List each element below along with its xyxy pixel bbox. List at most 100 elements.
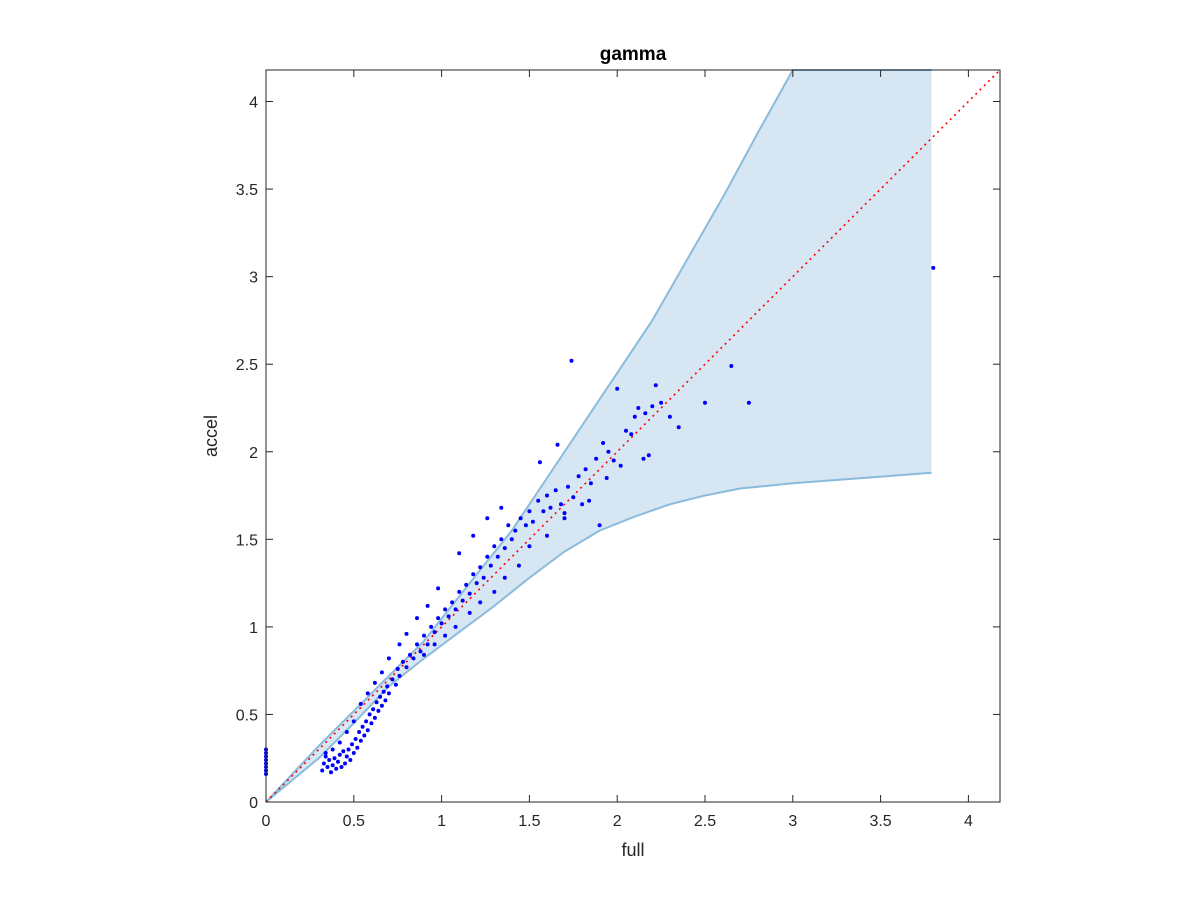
data-point	[583, 467, 588, 472]
data-point	[471, 572, 476, 577]
data-point	[362, 733, 367, 738]
data-point	[386, 691, 391, 696]
data-point	[383, 698, 388, 703]
y-tick-label: 0	[249, 795, 258, 812]
data-point	[351, 719, 356, 724]
data-point	[337, 752, 342, 757]
axis-ticks: 0 0.5 1 1.5 2 2.5 3 3.5 4 0 0.5 1 1.5 2 2.5 3 3.5 4	[236, 70, 1000, 830]
data-point	[703, 400, 707, 405]
data-point	[559, 502, 563, 507]
data-point	[641, 456, 646, 461]
y-tick-label: 1.5	[236, 532, 258, 549]
data-point	[643, 411, 648, 416]
data-point	[439, 621, 444, 626]
data-point	[471, 533, 476, 538]
data-point	[339, 765, 344, 769]
data-point	[571, 495, 576, 500]
data-point	[553, 488, 558, 493]
data-point	[537, 460, 542, 465]
data-point	[372, 680, 377, 685]
data-point	[478, 600, 483, 605]
confidence-band	[266, 70, 932, 802]
data-point	[332, 756, 337, 761]
data-point	[513, 528, 518, 533]
data-point	[321, 761, 326, 766]
x-tick-label: 2	[613, 813, 622, 830]
data-point	[336, 759, 340, 764]
data-point	[415, 616, 419, 621]
data-point	[365, 691, 370, 696]
data-point	[367, 712, 372, 717]
data-point	[422, 652, 426, 657]
data-point	[587, 498, 592, 503]
data-point	[729, 364, 734, 368]
data-point	[545, 493, 549, 498]
y-tick-label: 3.5	[236, 182, 258, 199]
data-point	[429, 624, 434, 629]
data-point	[659, 400, 664, 405]
data-point	[404, 631, 409, 636]
data-point	[536, 498, 541, 503]
data-point	[353, 737, 358, 741]
data-point	[569, 358, 574, 363]
data-point	[341, 749, 346, 754]
data-point	[436, 616, 441, 621]
data-point	[329, 770, 333, 775]
data-point	[411, 656, 416, 661]
data-point	[606, 449, 611, 454]
data-point	[355, 745, 360, 750]
data-point	[629, 432, 634, 437]
data-point	[443, 607, 448, 612]
data-point	[378, 694, 383, 699]
data-point	[432, 642, 437, 647]
data-point	[330, 747, 335, 752]
data-point	[358, 701, 363, 706]
y-tick-label: 2	[249, 445, 258, 462]
data-point	[667, 414, 672, 419]
data-point	[676, 425, 681, 430]
data-point	[325, 765, 330, 769]
data-point	[545, 533, 549, 538]
data-point	[527, 509, 532, 514]
data-point	[541, 509, 546, 514]
band-lower-edge	[265, 471, 932, 803]
data-point	[436, 586, 441, 591]
data-point	[499, 505, 504, 510]
data-point	[443, 633, 448, 638]
x-tick-label: 0	[262, 813, 271, 830]
data-point	[530, 519, 535, 524]
data-point	[516, 563, 521, 568]
data-point	[344, 754, 349, 759]
data-point	[588, 481, 593, 486]
y-tick-label: 3	[249, 270, 258, 287]
data-point	[327, 758, 332, 762]
data-point	[502, 575, 507, 580]
data-point	[343, 761, 347, 766]
data-point	[323, 754, 328, 759]
data-point	[425, 642, 430, 647]
data-point	[492, 544, 497, 549]
axes-box	[265, 69, 1001, 803]
data-point	[562, 516, 567, 521]
data-point	[350, 742, 354, 747]
data-point	[746, 400, 751, 405]
y-tick-label: 2.5	[236, 357, 258, 374]
data-point	[474, 581, 479, 586]
data-point	[548, 505, 553, 510]
data-point	[397, 642, 402, 647]
data-point	[334, 766, 339, 771]
data-point	[365, 728, 370, 733]
data-point	[488, 563, 493, 568]
data-point	[381, 689, 386, 694]
data-point	[425, 603, 430, 608]
x-tick-label: 4	[964, 813, 973, 830]
data-point	[432, 630, 437, 635]
data-point	[374, 700, 379, 705]
data-point	[604, 476, 609, 480]
data-point	[467, 591, 472, 596]
data-point	[415, 642, 419, 647]
data-point	[418, 649, 423, 654]
data-point	[408, 652, 412, 657]
data-point	[509, 537, 514, 542]
data-point	[422, 633, 426, 638]
